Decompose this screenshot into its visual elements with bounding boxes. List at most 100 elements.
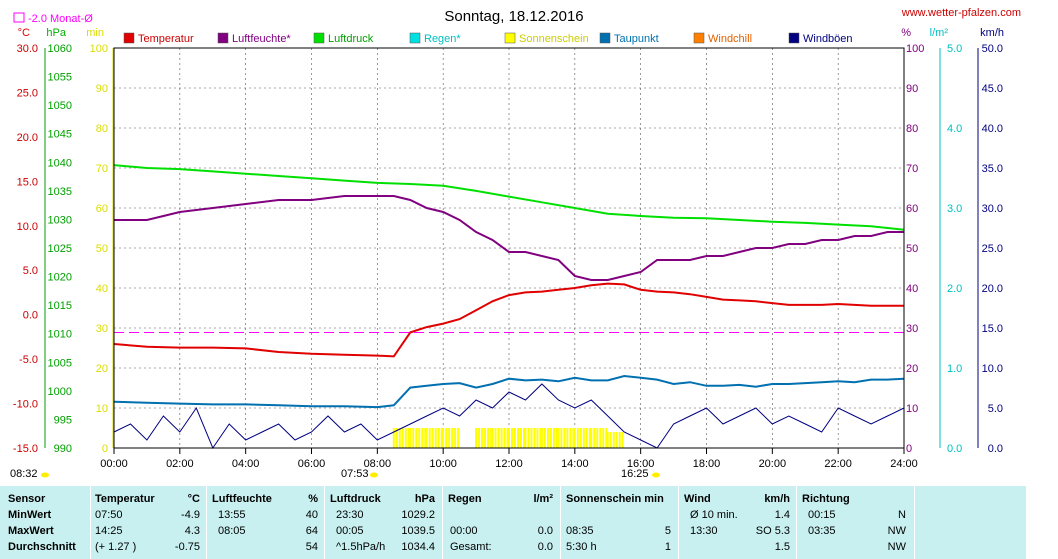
- temperature-line: [113, 282, 904, 358]
- x-tick-label: 18:00: [693, 458, 721, 470]
- stats-separator: [90, 486, 91, 559]
- stats-header-hum-unit: %: [308, 493, 318, 505]
- stats-cell-temp-time: (+ 1.27 ): [95, 541, 137, 553]
- rain-tick-label: 4.0: [947, 123, 962, 135]
- stats-band: [0, 486, 1026, 559]
- pressure-tick-label: 1050: [48, 100, 72, 112]
- stats-separator: [796, 486, 797, 559]
- right-axes: 10090807060504030201005.04.03.02.01.00.0…: [906, 43, 1003, 455]
- pressure-tick-label: 1030: [48, 214, 72, 226]
- sunset-icon: [652, 472, 660, 478]
- legend-swatch: [217, 32, 229, 44]
- temp-tick-label: -5.0: [19, 354, 38, 366]
- wind-tick-label: 20.0: [982, 283, 1003, 295]
- x-tick-label: 00:00: [100, 458, 128, 470]
- unit-min: min: [86, 27, 104, 39]
- stats-cell-temp-time: 14:25: [95, 525, 123, 537]
- stats-cell-rain-val: 0.0: [537, 525, 553, 537]
- sun-tick-label: 100: [90, 43, 108, 55]
- legend-swatch: [599, 32, 611, 44]
- wind-tick-label: 50.0: [982, 43, 1003, 55]
- stats-cell-wind-val: 1.4: [774, 509, 790, 521]
- temp-tick-label: 15.0: [17, 176, 38, 188]
- stats-header-wind: Wind: [684, 493, 711, 505]
- wind-tick-label: 40.0: [982, 123, 1003, 135]
- legend-swatch: [693, 32, 705, 44]
- stats-cell-temp-time: 07:50: [95, 509, 123, 521]
- wind-tick-label: 0.0: [988, 443, 1003, 455]
- pressure-tick-label: 1060: [48, 43, 72, 55]
- legend-label: Regen*: [424, 33, 461, 45]
- pressure-tick-label: 1015: [48, 300, 72, 312]
- x-tick-label: 08:00: [364, 458, 392, 470]
- monthly-avg-legend-box: [13, 12, 25, 23]
- stats-cell-dir-val: NW: [887, 541, 906, 553]
- wind-tick-label: 45.0: [982, 83, 1003, 95]
- stats-cell-rain-time: 00:00: [450, 525, 478, 537]
- stats-header-rain-unit: l/m²: [533, 493, 553, 505]
- pressure-tick-label: 1055: [48, 72, 72, 84]
- stats-cell-temp-val: -0.75: [174, 541, 200, 553]
- wind-tick-label: 5.0: [988, 403, 1003, 415]
- stats-cell-press-val: 1034.4: [401, 541, 435, 553]
- x-tick-label: 24:00: [890, 458, 918, 470]
- left-axes: 30.0 25.0 20.0 15.0 10.0 5.0 0.0 -5.0 -10.0 -15.0…: [13, 43, 114, 455]
- grid-lines: [114, 48, 904, 448]
- stats-header-temp: Temperatur: [95, 493, 155, 505]
- rain-tick-label: 3.0: [947, 203, 962, 215]
- legend-label: Temperatur: [138, 33, 194, 45]
- wind-tick-label: 10.0: [982, 363, 1003, 375]
- stats-cell-hum-val: 64: [305, 525, 318, 537]
- x-tick-label: 12:00: [495, 458, 523, 470]
- pressure-tick-label: 1040: [48, 157, 72, 169]
- rain-tick-label: 2.0: [947, 283, 962, 295]
- stats-cell-label: MinWert: [8, 509, 52, 521]
- stats-header-temp-unit: °C: [187, 493, 200, 505]
- sun-tick-label: 50: [96, 243, 108, 255]
- humidity-tick-label: 40: [906, 283, 918, 295]
- stats-cell-dir-time: 00:15: [808, 509, 836, 521]
- stats-cell-temp-val: -4.9: [181, 509, 200, 521]
- temp-tick-label: 10.0: [17, 221, 38, 233]
- stats-header-wind-unit: km/h: [764, 493, 790, 505]
- humidity-tick-label: 90: [906, 83, 918, 95]
- stats-separator: [324, 486, 325, 559]
- stats-cell-hum-time: 08:05: [218, 525, 246, 537]
- x-tick-label: 16:00: [627, 458, 655, 470]
- pressure-tick-label: 1010: [48, 329, 72, 341]
- stats-separator: [678, 486, 679, 559]
- legend-swatch: [504, 32, 516, 44]
- stats-header-press: Luftdruck: [330, 493, 381, 505]
- wind-tick-label: 35.0: [982, 163, 1003, 175]
- legend-label: Luftdruck: [328, 33, 374, 45]
- temp-tick-label: 5.0: [23, 265, 38, 277]
- humidity-tick-label: 0: [906, 443, 912, 455]
- sun-tick-label: 40: [96, 283, 108, 295]
- stats-cell-press-time: ^1.5hPa/h: [336, 541, 386, 553]
- stats-cell-label: MaxWert: [8, 525, 54, 537]
- humidity-tick-label: 60: [906, 203, 918, 215]
- pressure-tick-label: 1000: [48, 386, 72, 398]
- x-tick-label: 20:00: [759, 458, 787, 470]
- stats-cell-rain-val: 0.0: [537, 541, 553, 553]
- stats-cell-press-time: 23:30: [336, 509, 364, 521]
- humidity-tick-label: 100: [906, 43, 924, 55]
- x-axis-ticks: 00:00 02:00 04:00 06:00 08:00 10:00 12:00 14:00…: [100, 448, 918, 470]
- pressure-tick-label: 1005: [48, 357, 72, 369]
- sun-tick-label: 10: [96, 403, 108, 415]
- stats-cell-hum-val: 54: [305, 541, 318, 553]
- stats-cell-dir-val: N: [898, 509, 906, 521]
- stats-cell-sun-val: 5: [664, 525, 671, 537]
- temp-tick-label: 0.0: [23, 310, 38, 322]
- stats-cell-label: Durchschnitt: [8, 541, 76, 553]
- unit-percent: %: [901, 27, 911, 39]
- x-tick-label: 02:00: [166, 458, 194, 470]
- legend-label: Luftfeuchte*: [232, 33, 291, 45]
- stats-cell-temp-val: 4.3: [184, 525, 200, 537]
- humidity-tick-label: 80: [906, 123, 918, 135]
- stats-cell-dir-time: 03:35: [808, 525, 836, 537]
- stats-cell-sun-time: 08:35: [566, 525, 594, 537]
- humidity-tick-label: 70: [906, 163, 918, 175]
- wind-tick-label: 25.0: [982, 243, 1003, 255]
- temp-tick-label: 30.0: [17, 43, 38, 55]
